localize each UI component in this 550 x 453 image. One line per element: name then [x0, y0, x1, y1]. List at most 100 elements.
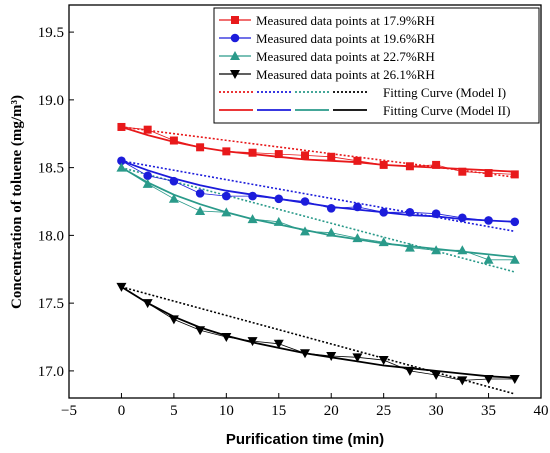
data-point [483, 254, 494, 264]
data-point [457, 245, 468, 255]
data-point [509, 375, 520, 385]
data-point [195, 205, 206, 215]
y-tick-label: 19.0 [38, 93, 64, 109]
data-point [510, 170, 519, 179]
data-point [431, 245, 442, 255]
legend-fit-entries: Fitting Curve (Model I) Fitting Curve (Mo… [219, 85, 510, 118]
model-i-fit-line [121, 126, 515, 178]
data-point [143, 125, 152, 134]
data-point [274, 194, 284, 204]
data-point [116, 282, 127, 292]
data-point [221, 333, 232, 343]
x-tick-label: 20 [324, 403, 339, 419]
legend-fit-label: Fitting Curve (Model II) [383, 103, 510, 118]
data-point [248, 191, 257, 201]
data-point [222, 147, 231, 156]
x-tick-label: 5 [170, 403, 178, 419]
y-tick-label: 17.5 [38, 296, 64, 312]
data-point [404, 366, 415, 376]
data-point [510, 217, 520, 227]
data-point [327, 152, 336, 161]
axis-ticks: −5 0 5 10 15 20 25 30 35 40 17.0 17.5 18.0 18.5 19.0 19… [38, 25, 549, 419]
data-point [483, 375, 494, 385]
legend-series-entries: Measured data points at 17.9%RH Measured … [219, 13, 435, 82]
data-point [168, 193, 179, 203]
data-point [353, 202, 362, 212]
data-point [169, 176, 179, 186]
data-point [273, 216, 284, 226]
data-point [247, 214, 258, 224]
data-point [300, 349, 310, 359]
data-point [300, 197, 310, 206]
data-point [222, 191, 231, 201]
legend-marker [230, 70, 240, 79]
data-point [326, 227, 337, 237]
data-point [247, 337, 258, 347]
data-point [274, 150, 283, 159]
legend-fit-label: Fitting Curve (Model I) [383, 85, 506, 100]
data-point [195, 326, 206, 336]
legend: Measured data points at 17.9%RH Measured … [213, 7, 540, 124]
x-tick-label: 10 [219, 403, 234, 419]
data-point [326, 351, 337, 361]
data-point [169, 136, 178, 145]
measured-connector-line [121, 160, 515, 223]
data-point [458, 213, 467, 223]
data-point [352, 233, 363, 243]
y-axis-label: Concentration of toluene (mg/m³) [9, 95, 25, 309]
measured-connector-line [121, 167, 515, 261]
data-point [458, 167, 467, 176]
data-point [300, 226, 310, 236]
data-point [273, 339, 284, 349]
data-point [117, 122, 126, 131]
x-tick-label: −5 [61, 403, 77, 419]
x-tick-label: 0 [118, 403, 126, 419]
data-point [353, 156, 362, 165]
data-point [326, 203, 336, 213]
data-point [352, 353, 363, 363]
data-point [142, 178, 153, 188]
model-i-fit-line [121, 160, 515, 233]
data-point [457, 376, 468, 386]
model-ii-fit-curves [120, 126, 515, 381]
data-point [431, 370, 442, 380]
measured-connector-line [121, 286, 515, 381]
legend-box [213, 7, 540, 124]
y-tick-label: 18.5 [38, 161, 64, 177]
legend-label: Measured data points at 22.7%RH [256, 49, 435, 64]
data-point [195, 189, 205, 198]
data-point [405, 208, 415, 217]
data-point [405, 162, 414, 171]
data-point [378, 237, 389, 247]
model-i-fit-line [121, 166, 515, 273]
data-point [431, 209, 441, 218]
data-point [248, 148, 257, 157]
data-point [404, 242, 415, 252]
data-point [509, 254, 520, 264]
y-tick-label: 19.5 [38, 25, 64, 41]
x-axis-label: Purification time (min) [226, 431, 384, 448]
measured-connector-line [121, 126, 515, 175]
model-ii-fit-curve [121, 126, 515, 173]
data-point [196, 143, 205, 152]
model-i-fit-line [121, 286, 515, 395]
x-tick-label: 25 [376, 403, 391, 419]
legend-label: Measured data points at 17.9%RH [256, 13, 435, 28]
data-point [378, 356, 389, 366]
data-point [379, 208, 388, 217]
legend-marker [230, 51, 240, 60]
legend-label: Measured data points at 19.6%RH [256, 31, 435, 46]
x-tick-label: 40 [534, 403, 549, 419]
data-point [221, 207, 232, 217]
x-tick-label: 15 [271, 403, 286, 419]
data-point [142, 299, 153, 309]
data-point [379, 160, 388, 169]
plot-area-border [68, 4, 542, 399]
data-point [484, 216, 493, 225]
measured-data-points [116, 122, 520, 386]
model-i-fit-curves [121, 126, 515, 395]
data-point [116, 162, 127, 172]
legend-label: Measured data points at 26.1%RH [256, 67, 435, 82]
legend-marker [230, 33, 240, 43]
